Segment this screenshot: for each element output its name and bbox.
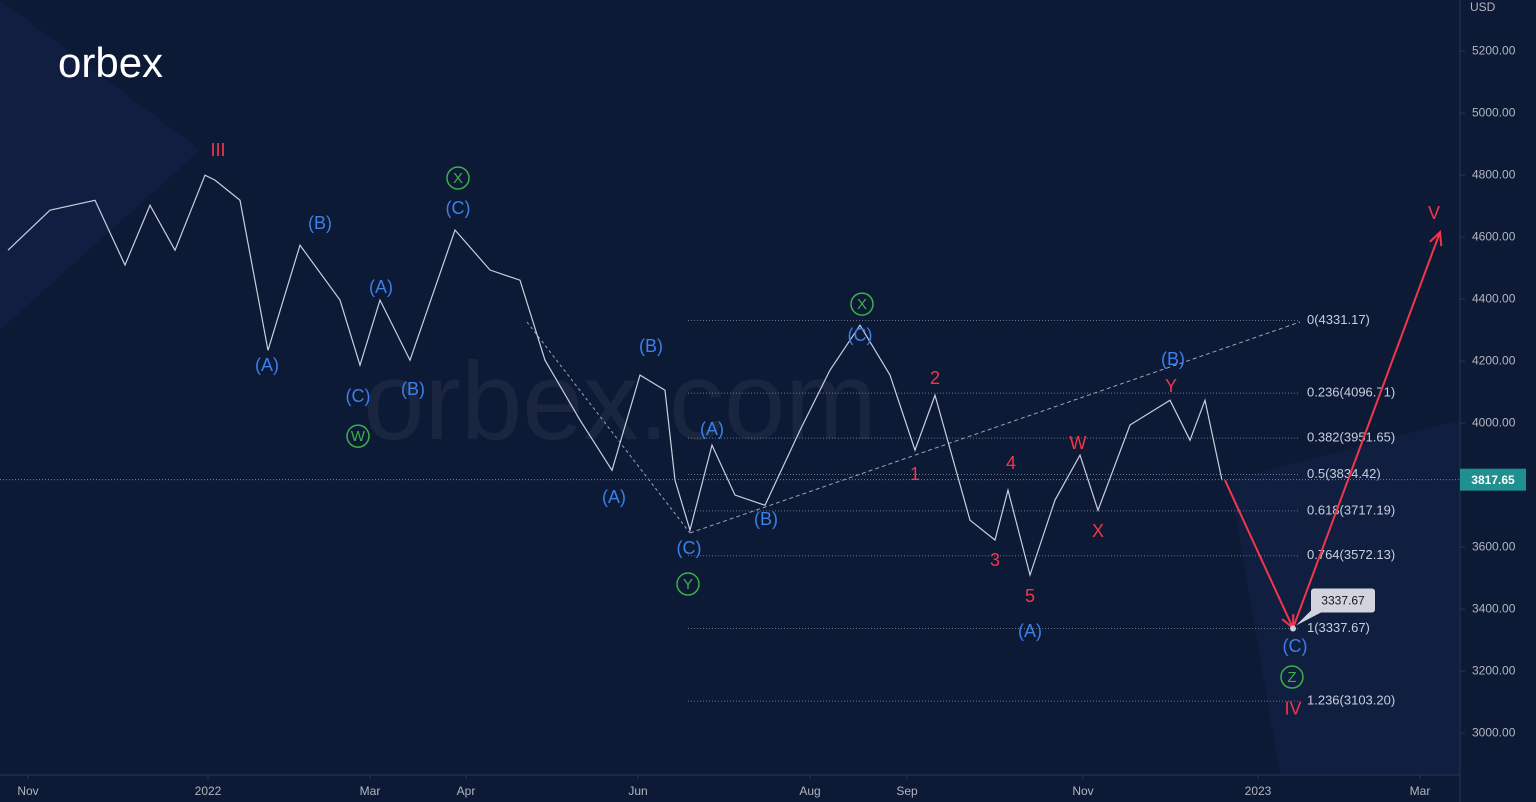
y-tick-label: 5000.00 bbox=[1472, 105, 1516, 119]
wave-label: (B) bbox=[401, 379, 425, 399]
y-tick-label: 3600.00 bbox=[1472, 539, 1516, 553]
x-tick-label: Nov bbox=[17, 784, 38, 798]
wave-label: (C) bbox=[346, 386, 371, 406]
x-tick-label: 2023 bbox=[1245, 784, 1272, 798]
y-tick-label: 4400.00 bbox=[1472, 291, 1516, 305]
x-tick-label: Mar bbox=[1410, 784, 1431, 798]
wave-label: X bbox=[453, 170, 463, 187]
wave-label: 1 bbox=[910, 464, 920, 484]
callout-pointer bbox=[1296, 608, 1321, 626]
x-tick-label: Aug bbox=[799, 784, 820, 798]
wave-label: V bbox=[1428, 203, 1440, 223]
wave-label: Y bbox=[683, 576, 693, 593]
y-tick-label: 4000.00 bbox=[1472, 415, 1516, 429]
wave-label: (A) bbox=[602, 487, 626, 507]
y-tick-label: 3400.00 bbox=[1472, 601, 1516, 615]
wave-label: X bbox=[857, 296, 867, 313]
x-tick-label: 2022 bbox=[195, 784, 222, 798]
wave-label: (A) bbox=[700, 419, 724, 439]
wave-label: IV bbox=[1284, 699, 1301, 719]
fib-label: 0.618(3717.19) bbox=[1307, 502, 1395, 517]
logo: orbex bbox=[58, 39, 163, 86]
fib-label: 1(3337.67) bbox=[1307, 620, 1370, 635]
wave-label: W bbox=[1070, 433, 1087, 453]
wave-label: 2 bbox=[930, 368, 940, 388]
wave-label: (B) bbox=[1161, 349, 1185, 369]
wave-label: 5 bbox=[1025, 586, 1035, 606]
fib-label: 0.236(4096.71) bbox=[1307, 385, 1395, 400]
wave-label: 4 bbox=[1006, 453, 1016, 473]
annotation-circle bbox=[1280, 665, 1304, 689]
trend-line bbox=[526, 321, 691, 534]
wave-label: (A) bbox=[255, 355, 279, 375]
target-label: 3337.67 bbox=[1321, 594, 1365, 608]
wave-label: (B) bbox=[308, 213, 332, 233]
last-price-tag bbox=[1460, 468, 1526, 491]
wave-label: Y bbox=[1165, 376, 1177, 396]
annotation-circle bbox=[850, 292, 874, 316]
y-tick-label: 4800.00 bbox=[1472, 167, 1516, 181]
wave-label: X bbox=[1092, 521, 1104, 541]
last-price-label: 3817.65 bbox=[1471, 473, 1515, 487]
fib-label: 0(4331.17) bbox=[1307, 312, 1370, 327]
x-tick-label: Sep bbox=[896, 784, 918, 798]
wave-label: (B) bbox=[639, 336, 663, 356]
wave-label: Z bbox=[1287, 669, 1296, 686]
fib-label: 0.5(3834.42) bbox=[1307, 466, 1381, 481]
y-tick-label: 3000.00 bbox=[1472, 725, 1516, 739]
x-tick-label: Nov bbox=[1072, 784, 1093, 798]
wave-label: (C) bbox=[848, 325, 873, 345]
wave-label: W bbox=[351, 428, 366, 445]
wave-label: (A) bbox=[1018, 621, 1042, 641]
fib-label: 1.236(3103.20) bbox=[1307, 693, 1395, 708]
target-point bbox=[1290, 625, 1296, 632]
currency: USD bbox=[1470, 0, 1496, 14]
arrow-head bbox=[1429, 230, 1443, 247]
annotation-circle bbox=[346, 424, 370, 448]
y-tick-label: 3200.00 bbox=[1472, 663, 1516, 677]
fib-label: 0.382(3951.65) bbox=[1307, 430, 1395, 445]
target-callout bbox=[1311, 588, 1375, 613]
wave-label: (A) bbox=[369, 277, 393, 297]
y-tick-label: 5200.00 bbox=[1472, 43, 1516, 57]
x-tick-label: Jun bbox=[628, 784, 647, 798]
price-line bbox=[7, 174, 1223, 578]
wave-label: 3 bbox=[990, 550, 1000, 570]
y-tick-label: 4600.00 bbox=[1472, 229, 1516, 243]
x-tick-label: Apr bbox=[457, 784, 476, 798]
x-tick-label: Mar bbox=[360, 784, 381, 798]
wave-label: (C) bbox=[1283, 636, 1308, 656]
wave-label: (C) bbox=[446, 198, 471, 218]
bg-shape bbox=[0, 0, 200, 330]
y-tick-label: 4200.00 bbox=[1472, 353, 1516, 367]
annotation-circle bbox=[446, 166, 470, 190]
trend-line bbox=[689, 321, 1301, 534]
fib-label: 0.764(3572.13) bbox=[1307, 547, 1395, 562]
wave-label: (C) bbox=[677, 538, 702, 558]
wave-label: (B) bbox=[754, 509, 778, 529]
wave-label: III bbox=[210, 140, 225, 160]
annotation-circle bbox=[676, 572, 700, 596]
